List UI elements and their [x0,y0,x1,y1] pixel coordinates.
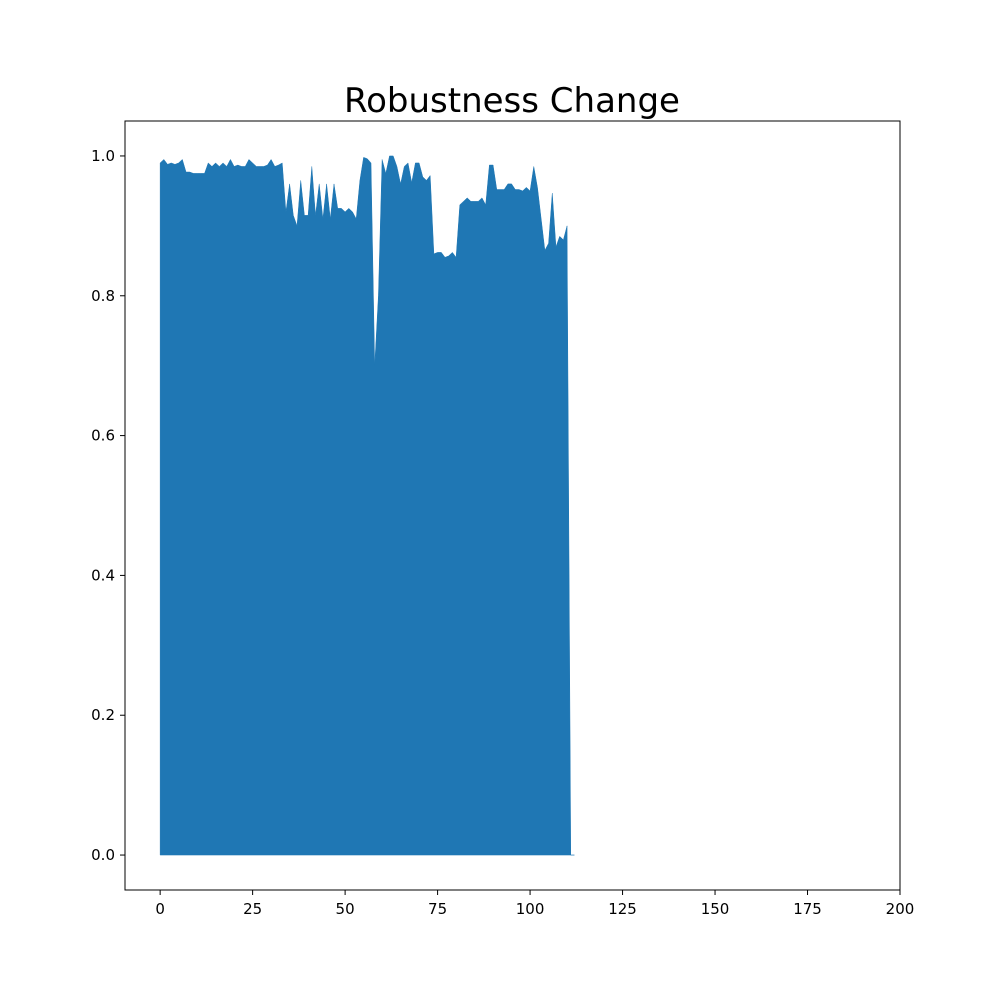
area-series-0 [159,155,575,856]
y-tick-label: 0.4 [91,566,115,584]
chart-title: Robustness Change [344,81,680,121]
x-tick-label: 125 [608,900,637,918]
x-tick-label: 25 [243,900,262,918]
y-tick-label: 0.2 [91,706,115,724]
y-tick-label: 0.8 [91,287,115,305]
x-tick-label: 0 [155,900,165,918]
y-tick-label: 1.0 [91,147,115,165]
x-tick-label: 150 [701,900,730,918]
x-tick-label: 175 [793,900,822,918]
x-tick-label: 100 [516,900,545,918]
x-tick-label: 50 [336,900,355,918]
y-tick-label: 0.6 [91,427,115,445]
y-tick-label: 0.0 [91,846,115,864]
x-tick-label: 200 [886,900,915,918]
plot-area [159,155,575,856]
axes-frame [124,120,901,891]
x-tick-label: 75 [428,900,447,918]
axes: 0 25 50 75 100 125 150 175 200 0.0 0.2 0.4 0.6 0.8 1.0 [91,120,915,918]
